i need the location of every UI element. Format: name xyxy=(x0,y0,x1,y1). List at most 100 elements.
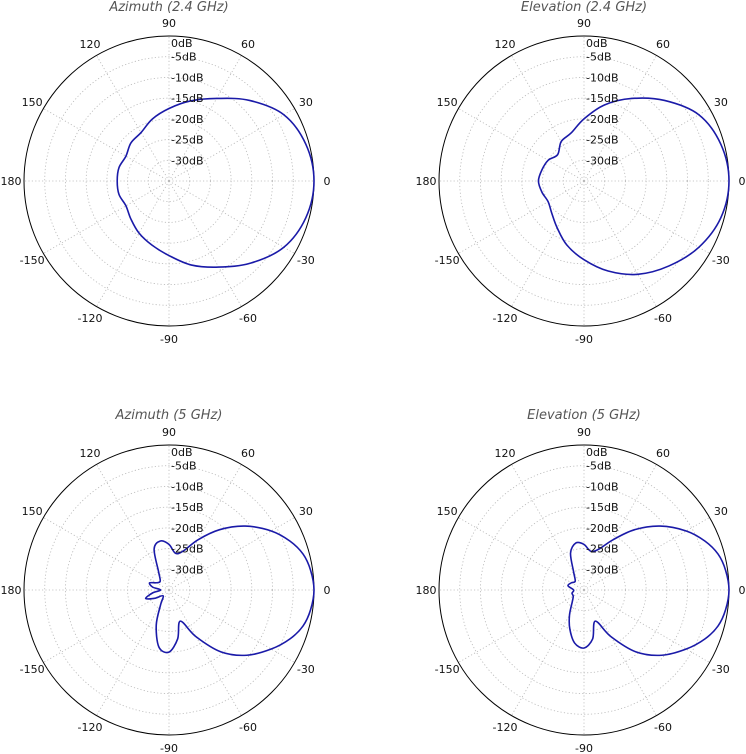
angle-tick-label: 90 xyxy=(162,426,176,439)
radial-tick-label: -30dB xyxy=(586,154,619,167)
grid-spoke xyxy=(168,180,242,307)
radial-tick-label: -30dB xyxy=(171,563,204,576)
radial-tick-label: -20dB xyxy=(171,113,204,126)
angle-tick-label: -90 xyxy=(575,333,593,346)
angle-tick-label: 150 xyxy=(22,96,43,109)
pattern-line xyxy=(537,97,730,276)
radial-tick-label: -15dB xyxy=(171,92,204,105)
angle-tick-label: 180 xyxy=(1,584,22,597)
polar-chart-4: Elevation (5 GHz) 0dB-5dB -10dB -15dB -20dB -… xyxy=(416,408,746,754)
angle-tick-label: 60 xyxy=(241,447,255,460)
grid-spoke xyxy=(583,589,657,716)
angle-tick-label: 60 xyxy=(241,38,255,51)
chart-title: Azimuth (2.4 GHz) xyxy=(108,0,228,15)
grid-spoke xyxy=(511,55,585,182)
angle-tick-label: 60 xyxy=(656,38,670,51)
angle-tick-label: -30 xyxy=(297,254,315,267)
grid-ring xyxy=(480,77,688,285)
angle-tick-label: 0 xyxy=(324,175,331,188)
radial-tick-label: 0dB xyxy=(171,446,193,459)
radial-tick-label: -10dB xyxy=(586,480,619,493)
grid-ring xyxy=(480,486,688,694)
angle-tick-label: 90 xyxy=(162,17,176,30)
angle-tick-label: -90 xyxy=(160,742,178,754)
angle-tick-label: -150 xyxy=(435,663,460,676)
angle-tick-label: 120 xyxy=(495,38,516,51)
angle-tick-label: -120 xyxy=(493,721,518,734)
grid-spoke xyxy=(43,108,170,182)
angle-tick-label: 150 xyxy=(437,505,458,518)
radial-tick-label: -10dB xyxy=(586,71,619,84)
radial-tick-label: -20dB xyxy=(586,522,619,535)
grid-spoke xyxy=(583,464,657,591)
angle-tick-label: -150 xyxy=(20,663,45,676)
radial-tick-label: -5dB xyxy=(586,460,612,473)
angle-tick-label: -30 xyxy=(712,663,730,676)
angle-tick-label: -60 xyxy=(239,312,257,325)
chart-title: Azimuth (5 GHz) xyxy=(115,408,223,423)
grid-spoke xyxy=(168,180,295,254)
grid-spoke xyxy=(96,464,170,591)
radial-tick-label: -25dB xyxy=(171,134,204,147)
grid-spoke xyxy=(458,589,585,663)
grid-ring xyxy=(65,486,273,694)
angle-tick-label: -120 xyxy=(78,721,103,734)
radial-tick-label: -10dB xyxy=(171,480,204,493)
pattern-line xyxy=(116,97,315,268)
angle-tick-label: 150 xyxy=(437,96,458,109)
radial-tick-label: 0dB xyxy=(586,37,608,50)
radial-tick-label: -25dB xyxy=(586,134,619,147)
grid-spoke xyxy=(583,589,710,663)
grid-spoke xyxy=(583,517,710,591)
grid-spoke xyxy=(458,180,585,254)
angle-tick-label: -30 xyxy=(712,254,730,267)
angle-tick-label: 180 xyxy=(416,175,437,188)
grid-spoke xyxy=(96,55,170,182)
radial-tick-label: -30dB xyxy=(171,154,204,167)
angle-tick-label: 120 xyxy=(495,447,516,460)
grid-spoke xyxy=(168,108,295,182)
radial-tick-label: -25dB xyxy=(586,543,619,556)
radial-tick-label: -15dB xyxy=(586,92,619,105)
grid-spoke xyxy=(511,464,585,591)
angle-tick-label: 120 xyxy=(80,447,101,460)
angle-tick-label: -90 xyxy=(160,333,178,346)
grid-spoke xyxy=(458,108,585,182)
chart-title: Elevation (2.4 GHz) xyxy=(521,0,647,15)
radial-tick-label: -5dB xyxy=(171,51,197,64)
grid-ring xyxy=(500,97,668,265)
grid-ring xyxy=(65,77,273,285)
radial-tick-label: 0dB xyxy=(586,446,608,459)
angle-tick-label: 30 xyxy=(299,505,313,518)
angle-tick-label: 0 xyxy=(739,584,746,597)
grid-spoke xyxy=(43,589,170,663)
angle-tick-label: 180 xyxy=(416,584,437,597)
grid-spoke xyxy=(583,108,710,182)
angle-tick-label: -60 xyxy=(654,721,672,734)
angle-tick-label: 0 xyxy=(739,175,746,188)
angle-tick-label: -90 xyxy=(575,742,593,754)
angle-tick-label: 90 xyxy=(577,17,591,30)
angle-tick-label: -30 xyxy=(297,663,315,676)
radial-tick-label: -20dB xyxy=(586,113,619,126)
grid-spoke xyxy=(583,180,710,254)
grid-spoke xyxy=(168,517,295,591)
angle-tick-label: 150 xyxy=(22,505,43,518)
angle-tick-label: 180 xyxy=(1,175,22,188)
radial-tick-label: 0dB xyxy=(171,37,193,50)
pattern-line xyxy=(144,525,315,657)
radial-tick-label: -20dB xyxy=(171,522,204,535)
angle-tick-label: -60 xyxy=(654,312,672,325)
grid-ring xyxy=(459,465,709,715)
polar-chart-3: Azimuth (5 GHz) 0dB-5dB -10dB -15dB -20dB -25… xyxy=(1,408,331,754)
angle-tick-label: 60 xyxy=(656,447,670,460)
grid-spoke xyxy=(168,55,242,182)
grid-spoke xyxy=(168,464,242,591)
angle-tick-label: -150 xyxy=(435,254,460,267)
grid-ring xyxy=(44,465,294,715)
radial-tick-label: -5dB xyxy=(586,51,612,64)
angle-tick-label: 120 xyxy=(80,38,101,51)
polar-chart-1: Azimuth (2.4 GHz) 0dB-5dB -10dB -15dB -20dB -… xyxy=(1,0,331,346)
angle-tick-label: -120 xyxy=(78,312,103,325)
angle-tick-label: 0 xyxy=(324,584,331,597)
